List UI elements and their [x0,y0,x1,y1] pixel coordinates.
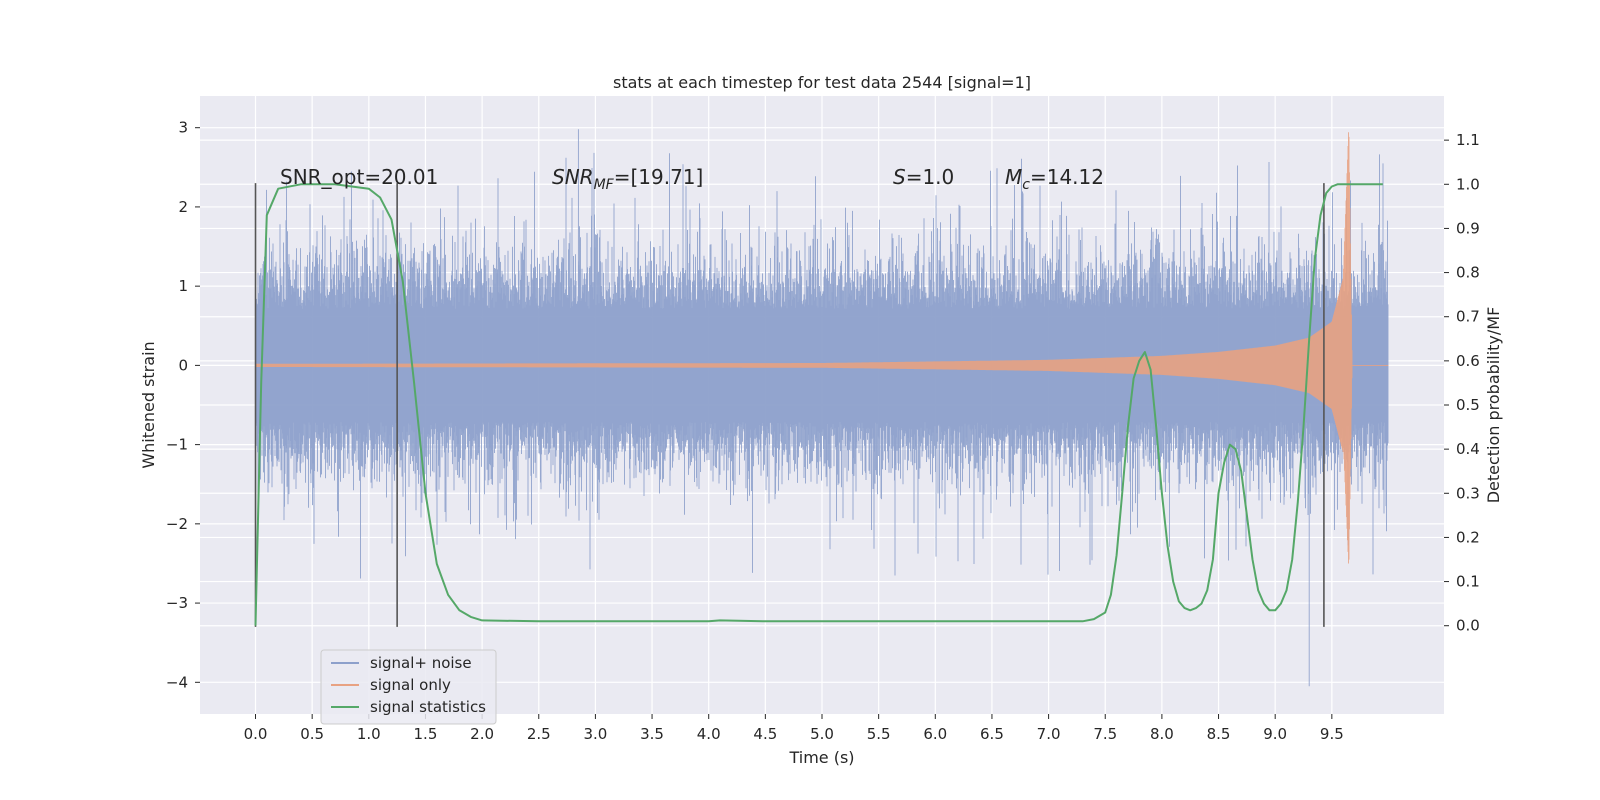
x-tick-label: 5.0 [810,725,834,743]
y-right-tick-label: 1.1 [1456,131,1480,149]
y-left-tick-label: 3 [178,119,188,137]
y-right-tick-label: 0.8 [1456,264,1480,282]
x-tick-label: 4.0 [697,725,721,743]
y-right-tick-label: 0.3 [1456,484,1480,502]
y-left-tick-label: 0 [178,356,188,374]
x-tick-label: 1.0 [357,725,381,743]
y-right-tick-label: 0.0 [1456,617,1480,635]
annotation-mc-base: M [1005,165,1022,189]
annotation-mc-sub: c [1022,177,1030,193]
y-right-tick-label: 0.5 [1456,396,1480,414]
annotation-s: S=1.0 [893,165,954,189]
x-tick-label: 9.0 [1263,725,1287,743]
annotation-snr-mf-sub: MF [594,177,615,193]
y-left-tick-label: −2 [166,515,188,533]
legend-label-signal-statistics: signal statistics [370,698,486,716]
legend-label-signal-plus-noise: signal+ noise [370,654,472,672]
y-axis-left-label: Whitened strain [139,341,158,468]
x-tick-label: 3.5 [640,725,664,743]
y-left-tick-label: −3 [166,594,188,612]
y-axis-right-ticks: 1.1 1.0 0.9 0.8 0.7 0.6 0.5 0.4 0.3 0.2 0.1 0.0 [1444,131,1480,635]
y-left-tick-label: −1 [166,436,188,454]
y-right-tick-label: 1.0 [1456,175,1480,193]
x-tick-label: 1.5 [414,725,438,743]
annotation-snr-mf-value: =[19.71] [614,165,704,189]
y-right-tick-label: 0.7 [1456,308,1480,326]
y-right-tick-label: 0.6 [1456,352,1480,370]
y-right-tick-label: 0.9 [1456,219,1480,237]
x-tick-label: 7.0 [1037,725,1061,743]
annotation-s-value: =1.0 [906,165,955,189]
x-tick-label: 6.0 [923,725,947,743]
y-right-tick-label: 0.4 [1456,440,1480,458]
x-tick-label: 3.0 [583,725,607,743]
x-tick-label: 6.5 [980,725,1004,743]
y-axis-right-label: Detection probability/MF [1484,307,1503,504]
annotation-snr-mf: SNRMF=[19.71] [552,165,703,193]
y-left-tick-label: 1 [178,277,188,295]
x-axis-ticks: 0.0 0.5 1.0 1.5 2.0 2.5 3.0 3.5 4.0 4.5 5.0 5.5 6.0 6… [244,714,1344,743]
annotation-snr-mf-base: SNR [552,165,594,189]
statistics-line [254,183,1383,626]
legend: signal+ noise signal only signal statist… [320,649,497,725]
x-tick-label: 0.0 [244,725,268,743]
x-tick-label: 2.5 [527,725,551,743]
x-tick-label: 4.5 [753,725,777,743]
legend-label-signal-only: signal only [370,676,451,694]
x-tick-label: 7.5 [1093,725,1117,743]
y-right-tick-label: 0.1 [1456,573,1480,591]
x-tick-label: 5.5 [867,725,891,743]
x-tick-label: 8.5 [1207,725,1231,743]
annotation-mc: Mc=14.12 [1005,165,1104,193]
series-signal-statistics [254,183,1383,626]
x-axis-label: Time (s) [788,748,854,767]
chart-title: stats at each timestep for test data 254… [613,73,1031,92]
legend-box [320,649,497,725]
x-tick-label: 2.0 [470,725,494,743]
y-left-tick-label: −4 [166,673,188,691]
x-tick-label: 0.5 [300,725,324,743]
annotation-s-italic: S [893,165,906,189]
x-tick-label: 9.5 [1320,725,1344,743]
y-axis-left-ticks: 3 2 1 0 −1 −2 −3 −4 [166,119,200,691]
y-left-tick-label: 2 [178,198,188,216]
annotation-mc-value: =14.12 [1030,165,1104,189]
x-tick-label: 8.0 [1150,725,1174,743]
vertical-markers [254,183,1325,627]
y-right-tick-label: 0.2 [1456,528,1480,546]
annotation-snr-opt: SNR_opt=20.01 [280,165,438,189]
